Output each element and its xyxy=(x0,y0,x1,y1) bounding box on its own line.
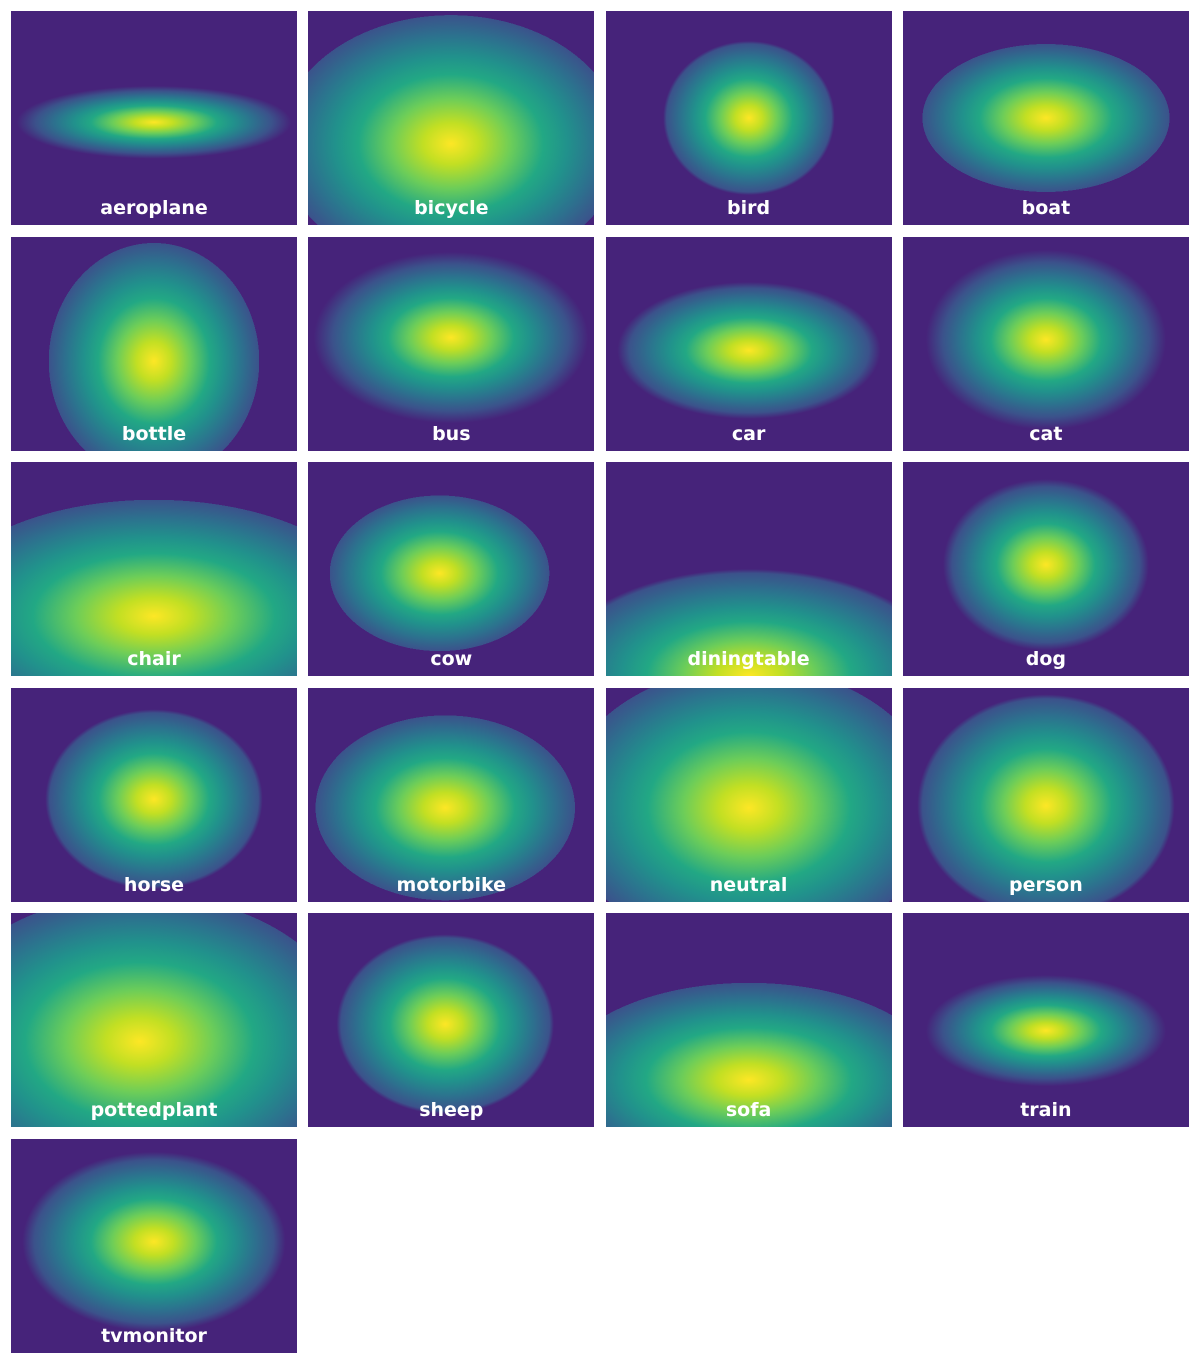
heatmap-tile: aeroplane xyxy=(11,11,297,225)
tile-label: sheep xyxy=(419,1099,484,1121)
heatmap-tile: cow xyxy=(308,462,595,676)
heatmap-tile: sheep xyxy=(308,913,595,1127)
tile-label: bus xyxy=(432,422,471,445)
tile-label: cow xyxy=(430,648,473,670)
heatmap-tile: bottle xyxy=(11,236,297,451)
tile-label: tvmonitor xyxy=(101,1324,207,1347)
tile-label: bird xyxy=(727,197,771,219)
heatmap-tile: tvmonitor xyxy=(11,1138,297,1353)
heatmap-tile: chair xyxy=(11,462,297,676)
tile-label: neutral xyxy=(709,873,788,896)
tile-label: person xyxy=(1009,873,1083,896)
heatmap-tile: bicycle xyxy=(308,11,595,225)
heatmap-tile: bird xyxy=(605,11,892,225)
tile-label: boat xyxy=(1021,197,1071,219)
tile-label: bottle xyxy=(121,422,187,445)
heatmap-tile: train xyxy=(902,913,1189,1127)
heatmap-tile: neutral xyxy=(605,687,892,902)
heatmap-tile: diningtable xyxy=(605,462,892,676)
tile-label: car xyxy=(731,422,766,445)
tile-label: train xyxy=(1020,1099,1072,1121)
tile-label: horse xyxy=(123,873,185,896)
heatmap-tile: cat xyxy=(902,236,1189,451)
heatmap-tile: dog xyxy=(902,462,1189,676)
tile-label: sofa xyxy=(725,1099,772,1121)
heatmap-tile: person xyxy=(902,687,1189,902)
tile-label: pottedplant xyxy=(90,1099,218,1121)
heatmap-tile: horse xyxy=(11,687,297,902)
heatmap-tile: bus xyxy=(308,236,595,451)
heatmap-tile: motorbike xyxy=(308,687,595,902)
tile-label: motorbike xyxy=(396,873,507,896)
tile-label: cat xyxy=(1029,422,1063,445)
heatmap-tile: sofa xyxy=(605,913,892,1127)
tile-label: aeroplane xyxy=(100,197,208,219)
heatmap-tile: boat xyxy=(902,11,1189,225)
heatmap-tile: pottedplant xyxy=(11,913,297,1127)
tile-label: bicycle xyxy=(414,197,489,219)
tile-label: dog xyxy=(1025,648,1067,670)
tile-label: diningtable xyxy=(687,648,810,670)
heatmap-tile: car xyxy=(605,236,892,451)
tile-label: chair xyxy=(127,648,181,670)
